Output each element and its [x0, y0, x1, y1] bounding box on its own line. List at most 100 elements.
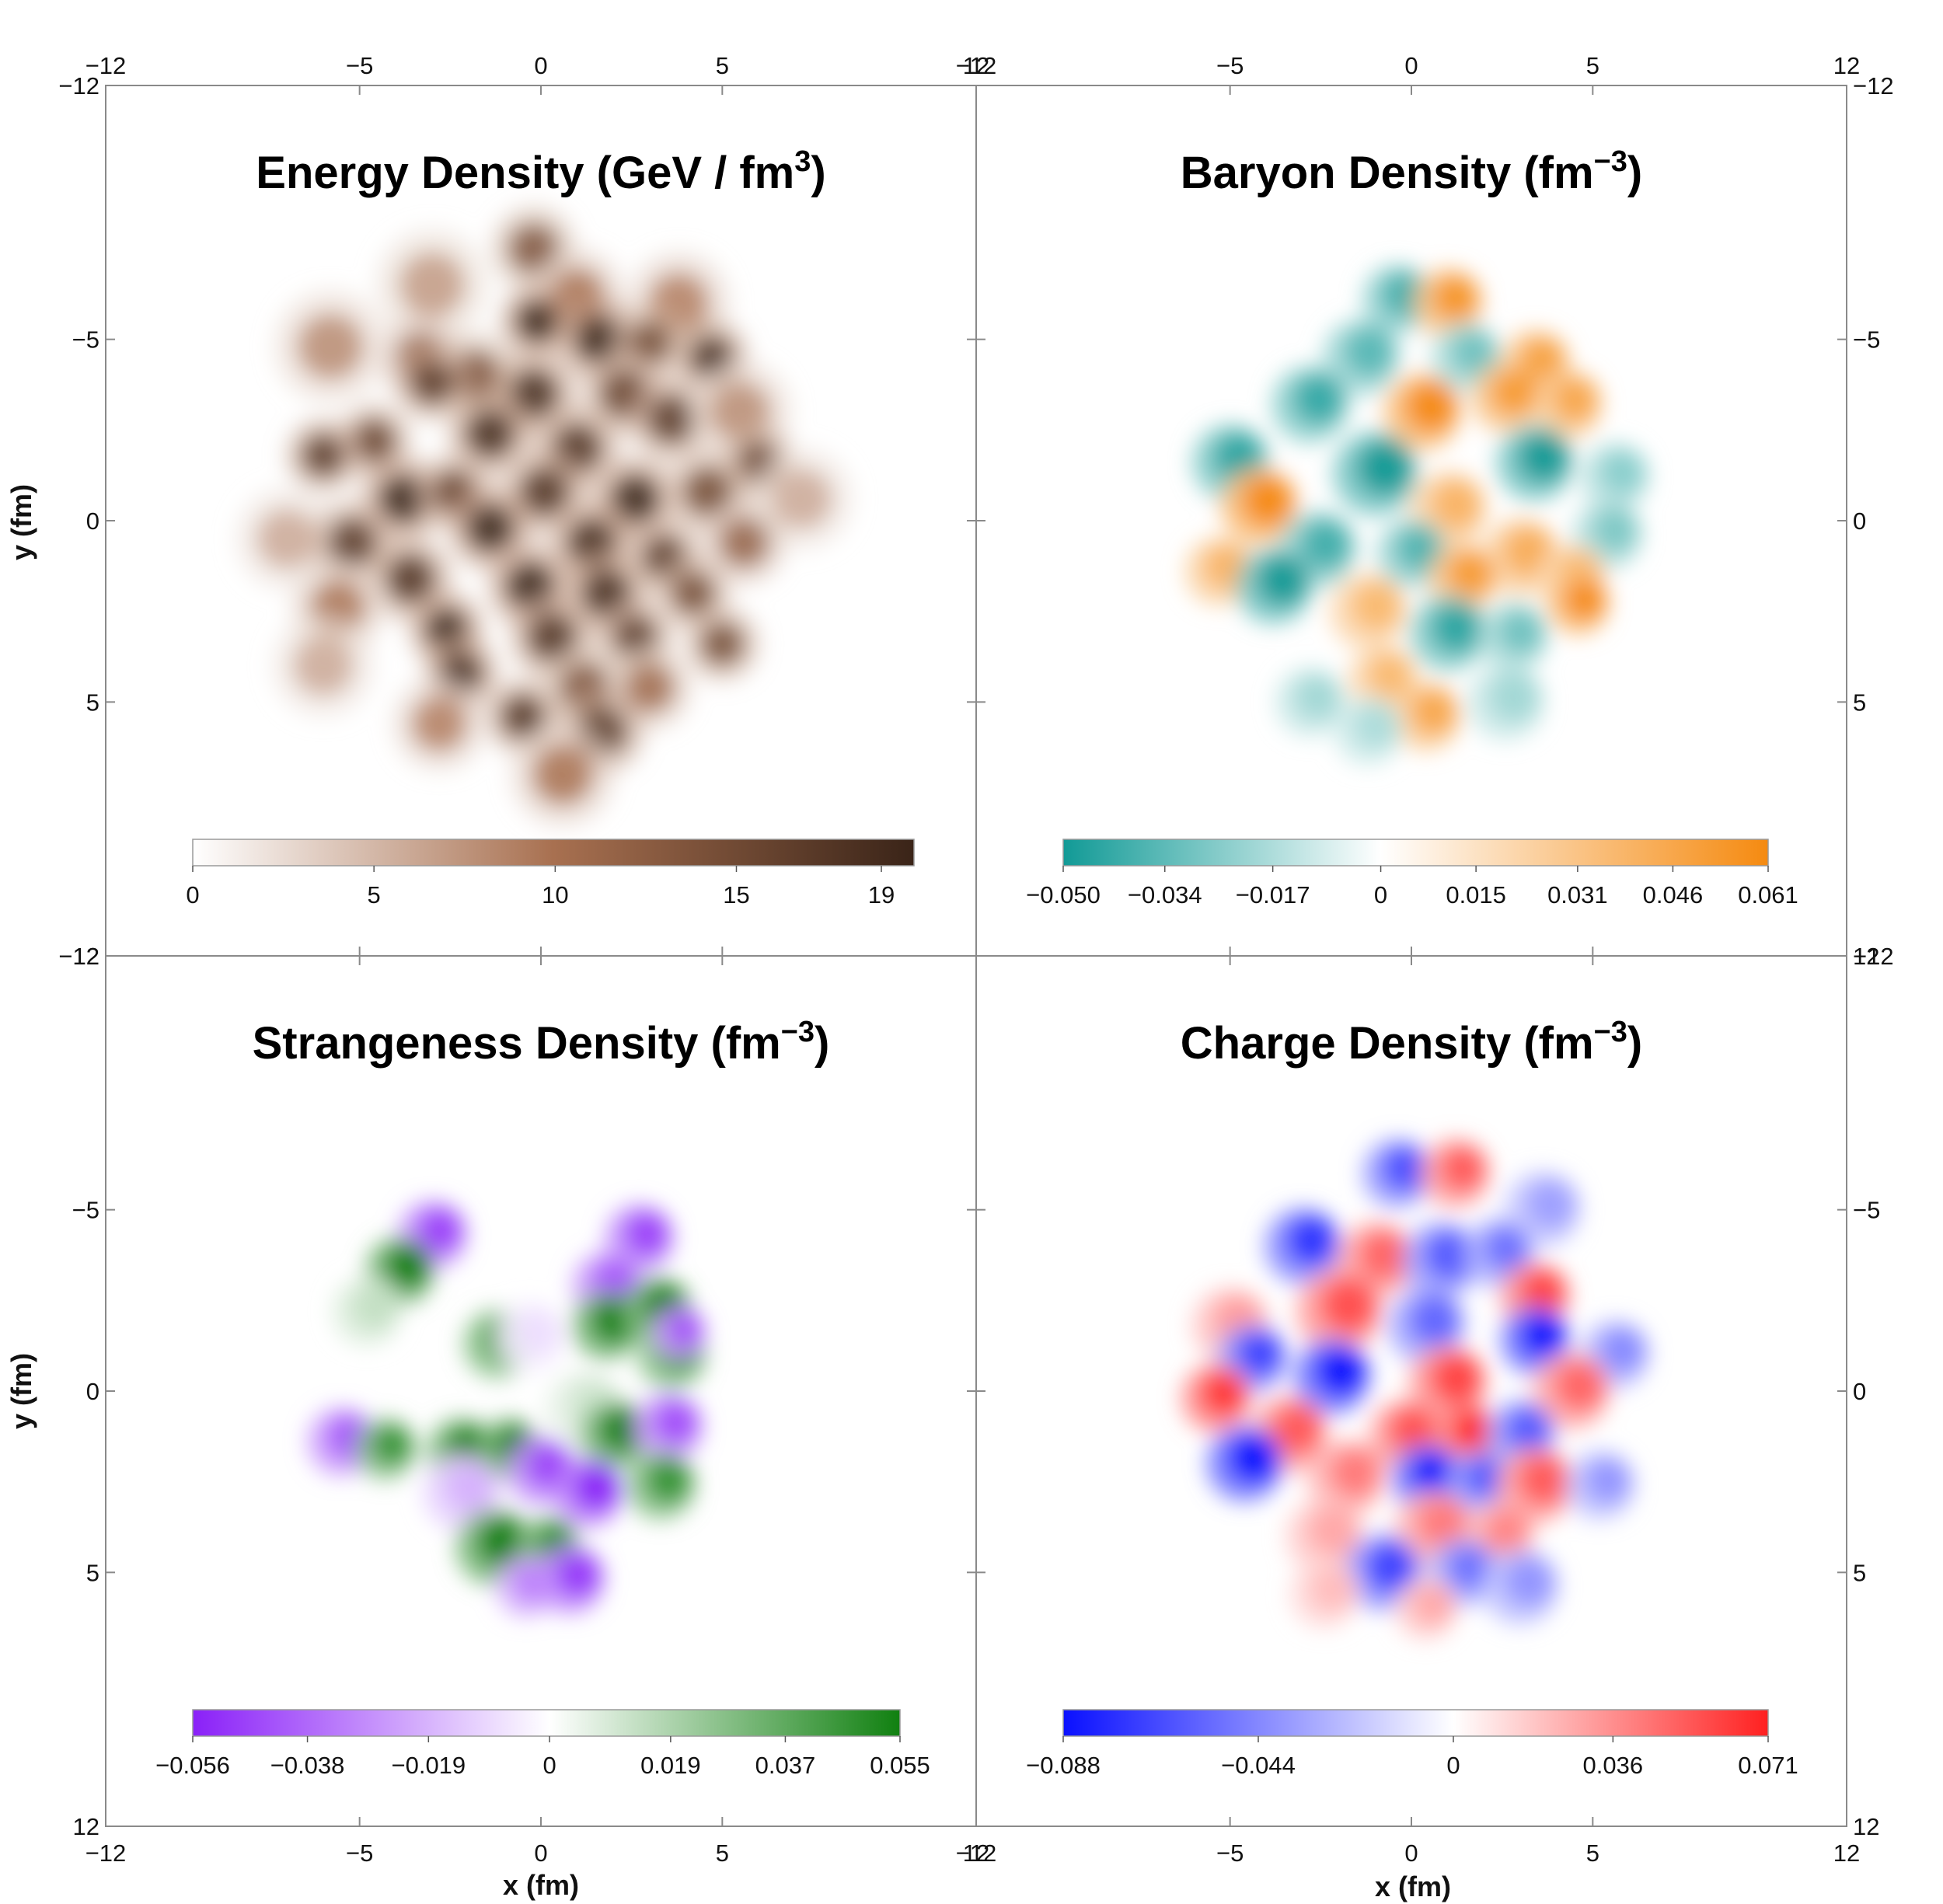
density-blob-core [412, 696, 467, 751]
panel-title: Energy Density (GeV / fm3) [256, 145, 825, 198]
colorbar-tick-label: 0.061 [1738, 881, 1798, 908]
x-axis-label-right: x (fm) [1375, 1871, 1451, 1902]
panel-title: Strangeness Density (fm−3) [253, 1016, 830, 1069]
colorbar-gradient [193, 839, 914, 866]
colorbar-tick-label: 0.015 [1446, 881, 1506, 908]
density-blob-core [1491, 369, 1537, 416]
density-blob-core [352, 419, 396, 463]
colorbar-gradient [193, 1710, 900, 1736]
density-blob-core [1397, 525, 1442, 572]
colorbar-tick-label: −0.056 [155, 1752, 230, 1779]
density-blob-core [598, 1407, 645, 1453]
density-blob-core [1344, 326, 1396, 378]
density-blob-core [1300, 518, 1352, 570]
density-field [1184, 265, 1649, 765]
density-blob-core [1201, 1370, 1247, 1417]
density-field [1181, 1139, 1649, 1640]
colorbar-frame [192, 839, 915, 867]
density-blob-core [646, 1457, 692, 1504]
x-tick-label: 0 [1404, 1839, 1418, 1867]
y-tick-label: 12 [73, 943, 99, 970]
density-blob-core [466, 409, 515, 459]
colorbar-tick-label: 0.071 [1738, 1752, 1798, 1779]
density-blob-core [378, 474, 428, 524]
density-blob-core [399, 252, 465, 318]
x-tick-label: −12 [956, 1839, 997, 1867]
y-tick-label: −5 [1853, 326, 1880, 354]
density-blob-core [1357, 439, 1414, 496]
y-tick-label: 0 [86, 1378, 99, 1405]
density-blob-core [1453, 1410, 1494, 1451]
density-blob-core [1243, 475, 1294, 526]
y-tick-label: 5 [86, 689, 99, 716]
density-blob-core [385, 554, 435, 604]
density-blob-core [1519, 1268, 1566, 1315]
density-blob-core [1498, 609, 1544, 655]
colorbar-tick-label: 15 [723, 881, 749, 908]
x-axis-label-left: x (fm) [503, 1869, 579, 1901]
density-blob-core [1431, 479, 1483, 530]
colorbar-tick-label: −0.017 [1236, 881, 1310, 908]
density-blob-core [1310, 1566, 1355, 1613]
y-tick-label: 5 [1853, 1559, 1866, 1586]
density-blob-core [527, 612, 577, 661]
y-tick-label: 12 [1853, 1813, 1879, 1840]
density-blob-core [1447, 550, 1494, 597]
density-blob-core [555, 1551, 602, 1598]
colorbar-tick-label: 0 [542, 1752, 556, 1779]
y-tick-label: 0 [1853, 1378, 1866, 1405]
density-blob-core [532, 745, 593, 805]
density-field [307, 1201, 706, 1618]
x-tick-label: 5 [716, 1839, 729, 1867]
colorbar-tick-label: 0 [1374, 881, 1387, 908]
density-blob-core [574, 315, 624, 364]
density-blob-core [515, 1309, 561, 1355]
x-tick-label: 12 [1833, 1839, 1860, 1867]
density-blob-core [372, 1424, 413, 1466]
density-blob-core [624, 1211, 670, 1257]
density-blob-core [1295, 674, 1341, 720]
colorbar-tick-label: 5 [368, 881, 381, 908]
colorbar-frame [1062, 1709, 1769, 1737]
colorbar-tick-label: −0.038 [270, 1752, 345, 1779]
density-blob-core [1353, 703, 1399, 749]
density-blob-core [1526, 1179, 1577, 1230]
density-blob-core [625, 663, 675, 713]
density-blob-core [1489, 671, 1540, 722]
density-blob-core [1315, 1345, 1366, 1397]
density-blob-core [1484, 1225, 1530, 1271]
x-tick-label: −5 [346, 1839, 373, 1867]
density-blob-core [1552, 376, 1599, 423]
x-tick-label: −12 [85, 52, 127, 79]
density-blob-core [327, 518, 377, 567]
density-blob-core [1359, 1229, 1410, 1281]
y-axis-label-bottom: y (fm) [5, 1353, 37, 1429]
density-blob-core [1352, 581, 1403, 632]
y-tick-label: −12 [58, 72, 99, 99]
x-tick-label: 12 [963, 52, 989, 79]
density-blob-core [1431, 1353, 1483, 1404]
density-blob-core [1286, 1215, 1338, 1267]
x-tick-label: 12 [963, 1839, 989, 1867]
density-blob-core [1599, 1327, 1646, 1373]
density-blob-core [628, 321, 672, 365]
colorbar-tick-label: 0 [186, 881, 199, 908]
y-tick-label: −5 [72, 326, 99, 354]
x-tick-label: 5 [1586, 52, 1599, 79]
colorbar-tick-label: 0.019 [640, 1752, 701, 1779]
density-blob-core [719, 518, 769, 567]
density-blob-core [410, 361, 454, 405]
colorbar-tick-label: −0.088 [1026, 1752, 1101, 1779]
density-blob-core [700, 622, 745, 666]
density-blob-core [1519, 1312, 1566, 1358]
density-blob-core [466, 503, 515, 553]
density-blob-core [256, 508, 317, 569]
density-blob-core [667, 1311, 703, 1348]
colorbar-tick-label: −0.019 [391, 1752, 466, 1779]
x-tick-label: 0 [1404, 52, 1418, 79]
colorbar-tick-label: −0.050 [1026, 881, 1101, 908]
density-blob-core [1293, 374, 1345, 425]
density-blob-core [1432, 275, 1479, 322]
